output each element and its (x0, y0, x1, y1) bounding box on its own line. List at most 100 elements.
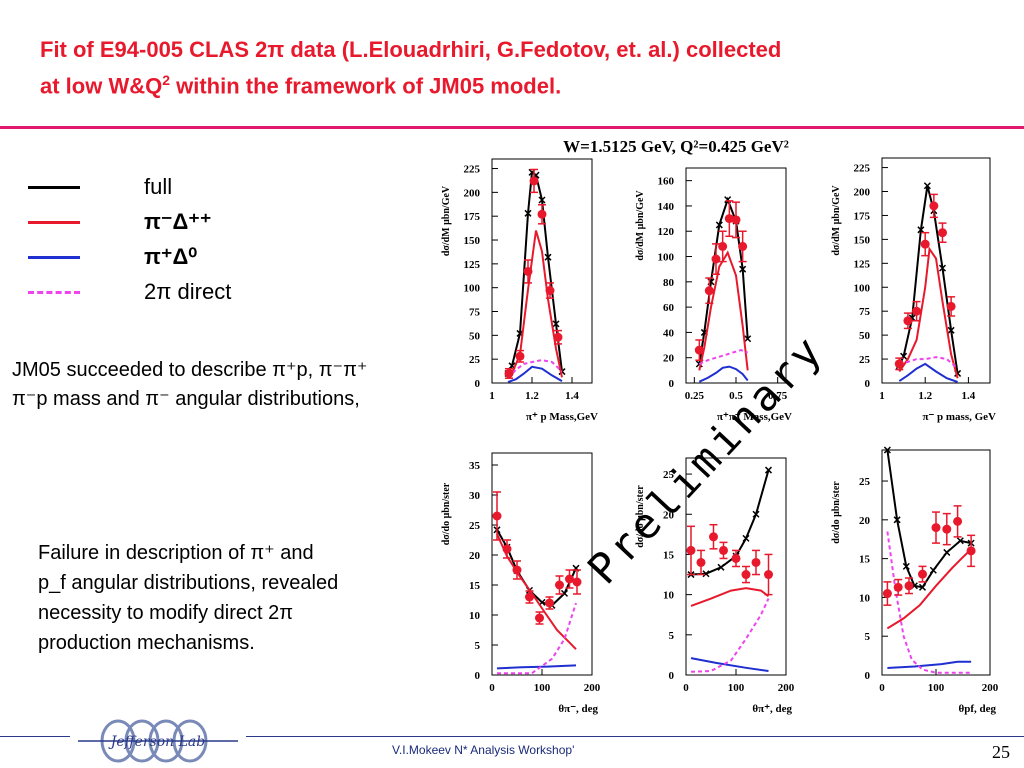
chart-panel-3: 0 25 50 75 100 125 150 175 200 225 1 1.2 1.4 π⁻ p mas… (831, 157, 996, 423)
y-tick-label: 120 (658, 226, 675, 238)
chart-panel-4: 0 5 10 15 20 25 30 35 0 100 200 θπ⁻, deg dσ/do μbn/s… (441, 452, 601, 715)
series-line-direct (899, 356, 959, 370)
x-tick-label: 1.4 (962, 390, 976, 402)
x-tick-label: 1.2 (918, 390, 932, 402)
y-tick-label: 200 (464, 187, 481, 199)
note-success-line-2: π⁻p mass and π⁻ angular distributions, (12, 388, 360, 410)
y-axis-label: dσ/dM μbn/GeV (441, 185, 452, 256)
data-point (903, 316, 913, 326)
series-line-delta-0 (507, 365, 563, 383)
model-marker (744, 335, 752, 343)
data-point (545, 286, 555, 296)
y-tick-label: 175 (854, 210, 871, 222)
y-tick-label: 125 (854, 258, 871, 270)
x-axis-label: π⁻ p mass, GeV (922, 411, 996, 423)
slide-title: Fit of E94-005 CLAS 2π data (L.Elouadrhi… (40, 34, 1000, 101)
model-marker (715, 221, 723, 229)
title-line-1: Fit of E94-005 CLAS 2π data (L.Elouadrhi… (40, 37, 782, 62)
series-line-direct (886, 531, 972, 674)
data-point (704, 286, 714, 296)
x-tick-label: 0.75 (768, 390, 788, 402)
note-failure-line-2: p_f angular distributions, revealed (38, 572, 339, 594)
data-point (920, 239, 930, 249)
data-point (718, 241, 728, 251)
data-point (751, 557, 761, 567)
chart-panel-5: 0 5 10 15 20 25 0 100 200 θπ⁺, deg dσ/do μbn/ster (635, 457, 795, 715)
y-tick-label: 20 (469, 550, 481, 562)
note-success: JM05 succeeded to describe π⁺p, π⁻π⁺ π⁻p… (12, 356, 452, 414)
data-point (953, 516, 963, 526)
data-point (525, 592, 534, 602)
y-tick-label: 100 (464, 283, 481, 295)
title-line-2: at low W&Q2 within the framework of JM05… (40, 65, 1000, 101)
x-tick-label: 1.2 (525, 390, 539, 402)
data-point (966, 546, 976, 556)
data-point (719, 545, 728, 555)
legend-item-delta-0: π⁺Δ⁰ (28, 244, 288, 270)
y-tick-label: 10 (663, 590, 675, 602)
x-axis-label: θpf, deg (958, 703, 996, 715)
y-tick-label: 75 (859, 306, 871, 318)
legend-item-delta-pp: π⁻Δ⁺⁺ (28, 209, 288, 235)
y-axis-label: dσ/dM μbn/GeV (635, 190, 646, 261)
x-axis-label: π⁺ p Mass,GeV (526, 411, 598, 423)
data-point (946, 301, 956, 311)
data-point (893, 582, 903, 592)
y-tick-label: 40 (663, 327, 675, 339)
y-tick-label: 175 (464, 211, 481, 223)
data-point (882, 589, 892, 599)
data-point (502, 544, 512, 554)
series-line-delta-pp (690, 587, 770, 607)
y-tick-label: 5 (669, 630, 675, 642)
x-tick-label: 0 (879, 682, 885, 694)
y-tick-label: 25 (663, 469, 675, 481)
note-failure: Failure in description of π⁺ and p_f ang… (38, 538, 428, 658)
data-point (492, 511, 502, 521)
model-marker (752, 510, 760, 518)
y-tick-label: 225 (854, 163, 871, 175)
data-point (904, 581, 914, 591)
data-point (535, 613, 544, 623)
series-line-direct (690, 598, 770, 673)
data-point (572, 577, 582, 587)
data-point (711, 254, 721, 264)
x-axis-label: θπ⁺, deg (752, 703, 792, 715)
x-tick-label: 1 (879, 390, 885, 402)
model-marker (739, 265, 747, 273)
data-point (931, 523, 941, 533)
series-line-delta-pp (886, 548, 972, 630)
legend-line-full (28, 186, 80, 189)
y-tick-label: 20 (663, 353, 675, 365)
data-point (929, 201, 939, 211)
legend-label-direct: 2π direct (144, 279, 232, 304)
y-tick-label: 35 (469, 460, 481, 472)
y-tick-label: 15 (663, 549, 675, 561)
y-tick-label: 60 (663, 302, 675, 314)
data-point (709, 532, 718, 542)
data-point (894, 359, 904, 369)
y-tick-label: 50 (859, 330, 871, 342)
model-marker (524, 209, 532, 217)
plot-frame (881, 449, 991, 676)
series-line-delta-0 (887, 660, 972, 669)
footer-line-left (0, 736, 70, 737)
model-marker (702, 570, 710, 578)
x-tick-label: 0 (683, 682, 689, 694)
y-tick-label: 0 (475, 670, 481, 682)
title-line-2-pre: at low W&Q (40, 73, 163, 99)
x-tick-label: 200 (982, 682, 999, 694)
y-tick-label: 20 (663, 509, 675, 521)
data-point (738, 241, 748, 251)
model-marker (893, 516, 901, 524)
series-line-delta-pp (507, 230, 563, 379)
y-tick-label: 50 (469, 330, 481, 342)
series-line-delta-0 (690, 657, 769, 672)
y-tick-label: 15 (859, 554, 871, 566)
legend-label-full: full (144, 174, 173, 199)
x-tick-label: 200 (778, 682, 795, 694)
x-axis-label: π⁺π⁻ Mass,GeV (717, 411, 792, 423)
chart-panel-2: 0 20 40 60 80 100 120 140 160 0.25 0.5 0.75 π⁺π⁻ Mas… (635, 167, 792, 423)
plot-frame (491, 452, 593, 676)
model-marker (538, 196, 546, 204)
data-point (731, 553, 741, 563)
